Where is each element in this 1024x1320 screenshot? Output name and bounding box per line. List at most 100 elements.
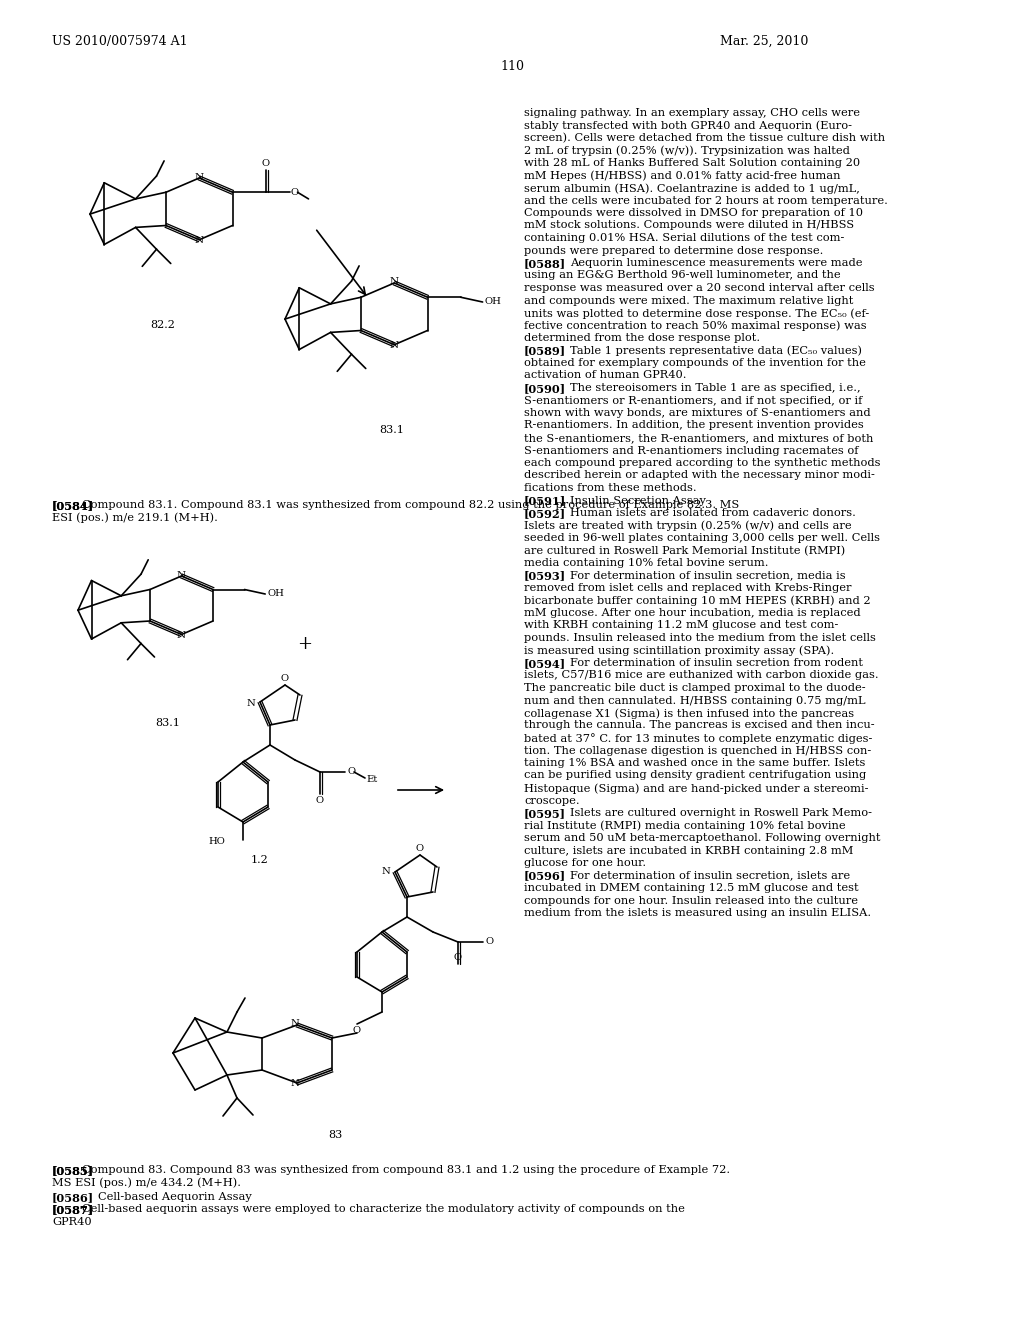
Text: N: N — [195, 173, 204, 181]
Text: bicarbonate buffer containing 10 mM HEPES (KRBH) and 2: bicarbonate buffer containing 10 mM HEPE… — [524, 595, 870, 606]
Text: Islets are treated with trypsin (0.25% (w/v) and cells are: Islets are treated with trypsin (0.25% (… — [524, 520, 852, 531]
Text: 83.1: 83.1 — [380, 425, 404, 436]
Text: units was plotted to determine dose response. The EC₅₀ (ef-: units was plotted to determine dose resp… — [524, 308, 869, 318]
Text: bated at 37° C. for 13 minutes to complete enzymatic diges-: bated at 37° C. for 13 minutes to comple… — [524, 733, 872, 744]
Text: Mar. 25, 2010: Mar. 25, 2010 — [720, 36, 808, 48]
Text: 110: 110 — [500, 59, 524, 73]
Text: O: O — [416, 843, 424, 853]
Text: O: O — [262, 160, 269, 169]
Text: serum albumin (HSA). Coelantrazine is added to 1 ug/mL,: serum albumin (HSA). Coelantrazine is ad… — [524, 183, 860, 194]
Text: [0594]: [0594] — [524, 657, 566, 669]
Text: OH: OH — [267, 590, 284, 598]
Text: O: O — [454, 953, 462, 962]
Text: O: O — [291, 187, 299, 197]
Text: [0586]: [0586] — [52, 1192, 94, 1203]
Text: num and then cannulated. H/HBSS containing 0.75 mg/mL: num and then cannulated. H/HBSS containi… — [524, 696, 865, 705]
Text: +: + — [298, 635, 312, 653]
Text: N: N — [390, 342, 398, 350]
Text: For determination of insulin secretion from rodent: For determination of insulin secretion f… — [570, 657, 863, 668]
Text: obtained for exemplary compounds of the invention for the: obtained for exemplary compounds of the … — [524, 358, 866, 368]
Text: N: N — [390, 277, 398, 286]
Text: [0585]: [0585] — [52, 1166, 94, 1176]
Text: R-enantiomers. In addition, the present invention provides: R-enantiomers. In addition, the present … — [524, 421, 864, 430]
Text: HO: HO — [208, 837, 225, 846]
Text: Table 1 presents representative data (EC₅₀ values): Table 1 presents representative data (EC… — [570, 346, 862, 356]
Text: [0589]: [0589] — [524, 346, 566, 356]
Text: S-enantiomers and R-enantiomers including racemates of: S-enantiomers and R-enantiomers includin… — [524, 446, 858, 455]
Text: [0585]: [0585] — [52, 1166, 94, 1176]
Text: Histopaque (Sigma) and are hand-picked under a stereomi-: Histopaque (Sigma) and are hand-picked u… — [524, 783, 868, 793]
Text: N: N — [291, 1019, 299, 1028]
Text: pounds were prepared to determine dose response.: pounds were prepared to determine dose r… — [524, 246, 823, 256]
Text: glucose for one hour.: glucose for one hour. — [524, 858, 646, 869]
Text: Human islets are isolated from cadaveric donors.: Human islets are isolated from cadaveric… — [570, 508, 856, 517]
Text: each compound prepared according to the synthetic methods: each compound prepared according to the … — [524, 458, 881, 469]
Text: using an EG&G Berthold 96-well luminometer, and the: using an EG&G Berthold 96-well luminomet… — [524, 271, 841, 281]
Text: [0596]: [0596] — [524, 870, 566, 882]
Text: with KRBH containing 11.2 mM glucose and test com-: with KRBH containing 11.2 mM glucose and… — [524, 620, 839, 631]
Text: containing 0.01% HSA. Serial dilutions of the test com-: containing 0.01% HSA. Serial dilutions o… — [524, 234, 845, 243]
Text: can be purified using density gradient centrifugation using: can be purified using density gradient c… — [524, 771, 866, 780]
Text: shown with wavy bonds, are mixtures of S-enantiomers and: shown with wavy bonds, are mixtures of S… — [524, 408, 870, 418]
Text: [0590]: [0590] — [524, 383, 566, 393]
Text: Islets are cultured overnight in Roswell Park Memo-: Islets are cultured overnight in Roswell… — [570, 808, 872, 818]
Text: tion. The collagenase digestion is quenched in H/HBSS con-: tion. The collagenase digestion is quenc… — [524, 746, 871, 755]
Text: response was measured over a 20 second interval after cells: response was measured over a 20 second i… — [524, 282, 874, 293]
Text: Aequorin luminescence measurements were made: Aequorin luminescence measurements were … — [570, 257, 862, 268]
Text: 82.2: 82.2 — [151, 319, 175, 330]
Text: islets, C57/B16 mice are euthanized with carbon dioxide gas.: islets, C57/B16 mice are euthanized with… — [524, 671, 879, 681]
Text: [0595]: [0595] — [524, 808, 566, 818]
Text: Compounds were dissolved in DMSO for preparation of 10: Compounds were dissolved in DMSO for pre… — [524, 209, 863, 218]
Text: [0587]: [0587] — [52, 1204, 94, 1216]
Text: OH: OH — [484, 297, 502, 306]
Text: the S-enantiomers, the R-enantiomers, and mixtures of both: the S-enantiomers, the R-enantiomers, an… — [524, 433, 873, 444]
Text: [0584]: [0584] — [52, 500, 94, 511]
Text: The pancreatic bile duct is clamped proximal to the duode-: The pancreatic bile duct is clamped prox… — [524, 682, 865, 693]
Text: stably transfected with both GPR40 and Aequorin (Euro-: stably transfected with both GPR40 and A… — [524, 120, 852, 131]
Text: compounds for one hour. Insulin released into the culture: compounds for one hour. Insulin released… — [524, 895, 858, 906]
Text: screen). Cells were detached from the tissue culture dish with: screen). Cells were detached from the ti… — [524, 133, 885, 144]
Text: US 2010/0075974 A1: US 2010/0075974 A1 — [52, 36, 187, 48]
Text: croscope.: croscope. — [524, 796, 580, 805]
Text: Cell-based Aequorin Assay: Cell-based Aequorin Assay — [98, 1192, 252, 1203]
Text: For determination of insulin secretion, media is: For determination of insulin secretion, … — [570, 570, 846, 581]
Text: N: N — [195, 236, 204, 246]
Text: O: O — [347, 767, 355, 776]
Text: [0593]: [0593] — [524, 570, 566, 582]
Text: mM Hepes (H/HBSS) and 0.01% fatty acid-free human: mM Hepes (H/HBSS) and 0.01% fatty acid-f… — [524, 170, 841, 181]
Text: mM glucose. After one hour incubation, media is replaced: mM glucose. After one hour incubation, m… — [524, 609, 860, 618]
Text: 83: 83 — [328, 1130, 342, 1140]
Text: N: N — [177, 570, 186, 579]
Text: through the cannula. The pancreas is excised and then incu-: through the cannula. The pancreas is exc… — [524, 721, 874, 730]
Text: [0591]: [0591] — [524, 495, 566, 507]
Text: serum and 50 uM beta-mercaptoethanol. Following overnight: serum and 50 uM beta-mercaptoethanol. Fo… — [524, 833, 881, 843]
Text: [0587]: [0587] — [52, 1204, 94, 1216]
Text: rial Institute (RMPI) media containing 10% fetal bovine: rial Institute (RMPI) media containing 1… — [524, 821, 846, 832]
Text: fications from these methods.: fications from these methods. — [524, 483, 696, 492]
Text: ESI (pos.) m/e 219.1 (M+H).: ESI (pos.) m/e 219.1 (M+H). — [52, 512, 218, 523]
Text: signaling pathway. In an exemplary assay, CHO cells were: signaling pathway. In an exemplary assay… — [524, 108, 860, 117]
Text: collagenase X1 (Sigma) is then infused into the pancreas: collagenase X1 (Sigma) is then infused i… — [524, 708, 854, 718]
Text: [0588]: [0588] — [524, 257, 566, 269]
Text: N: N — [291, 1080, 299, 1089]
Text: N: N — [177, 631, 186, 640]
Text: 83.1: 83.1 — [156, 718, 180, 729]
Text: medium from the islets is measured using an insulin ELISA.: medium from the islets is measured using… — [524, 908, 871, 917]
Text: described herein or adapted with the necessary minor modi-: described herein or adapted with the nec… — [524, 470, 874, 480]
Text: with 28 mL of Hanks Buffered Salt Solution containing 20: with 28 mL of Hanks Buffered Salt Soluti… — [524, 158, 860, 168]
Text: taining 1% BSA and washed once in the same buffer. Islets: taining 1% BSA and washed once in the sa… — [524, 758, 865, 768]
Text: fective concentration to reach 50% maximal response) was: fective concentration to reach 50% maxim… — [524, 321, 866, 331]
Text: is measured using scintillation proximity assay (SPA).: is measured using scintillation proximit… — [524, 645, 835, 656]
Text: S-enantiomers or R-enantiomers, and if not specified, or if: S-enantiomers or R-enantiomers, and if n… — [524, 396, 862, 405]
Text: O: O — [316, 796, 324, 805]
Text: O: O — [485, 937, 494, 946]
Text: For determination of insulin secretion, islets are: For determination of insulin secretion, … — [570, 870, 850, 880]
Text: and the cells were incubated for 2 hours at room temperature.: and the cells were incubated for 2 hours… — [524, 195, 888, 206]
Text: GPR40: GPR40 — [52, 1217, 91, 1228]
Text: incubated in DMEM containing 12.5 mM glucose and test: incubated in DMEM containing 12.5 mM glu… — [524, 883, 859, 894]
Text: Cell-based aequorin assays were employed to characterize the modulatory activity: Cell-based aequorin assays were employed… — [82, 1204, 684, 1214]
Text: O: O — [353, 1026, 361, 1035]
Text: Compound 83. Compound 83 was synthesized from compound 83.1 and 1.2 using the pr: Compound 83. Compound 83 was synthesized… — [82, 1166, 730, 1175]
Text: MS ESI (pos.) m/e 434.2 (M+H).: MS ESI (pos.) m/e 434.2 (M+H). — [52, 1177, 241, 1188]
Text: Compound 83.1. Compound 83.1 was synthesized from compound 82.2 using the proced: Compound 83.1. Compound 83.1 was synthes… — [82, 500, 739, 510]
